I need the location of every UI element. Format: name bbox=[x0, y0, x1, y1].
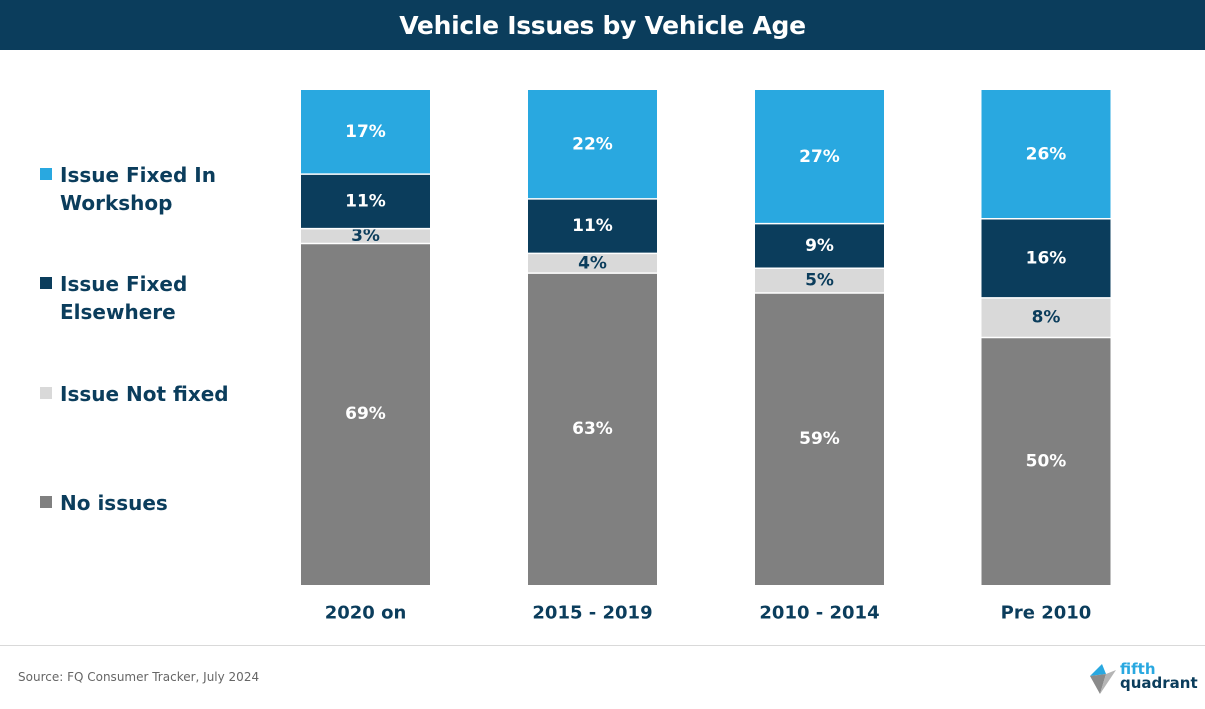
value-label-issue-fixed-in-workshop-2015-2019: 22% bbox=[572, 134, 613, 154]
legend-item-fixed-elsewhere: Issue Fixed Elsewhere bbox=[40, 270, 230, 326]
footer-divider bbox=[0, 645, 1205, 646]
legend-item-no-issues: No issues bbox=[40, 489, 230, 517]
bar-no-issues-2010-2014 bbox=[755, 292, 884, 585]
bar-issue-not-fixed-pre-2010 bbox=[981, 297, 1111, 338]
category-label-pre-2010: Pre 2010 bbox=[1001, 603, 1092, 624]
bar-issue-fixed-in-workshop-2015-2019 bbox=[528, 90, 657, 199]
bar-issue-fixed-elsewhere-pre-2010 bbox=[981, 218, 1111, 298]
bar-issue-fixed-in-workshop-pre-2010 bbox=[981, 90, 1111, 219]
fifth-quadrant-logo: fifth quadrant bbox=[1088, 662, 1198, 698]
value-label-no-issues-2015-2019: 63% bbox=[572, 419, 613, 439]
value-label-issue-not-fixed-pre-2010: 8% bbox=[1032, 308, 1061, 328]
value-label-issue-fixed-elsewhere-pre-2010: 16% bbox=[1026, 248, 1067, 268]
category-label-2020-on: 2020 on bbox=[325, 603, 407, 624]
value-label-no-issues-2010-2014: 59% bbox=[799, 429, 840, 449]
value-label-issue-not-fixed-2010-2014: 5% bbox=[805, 271, 834, 291]
bar-issue-not-fixed-2010-2014 bbox=[755, 268, 884, 293]
bar-issue-fixed-in-workshop-2020-on bbox=[301, 90, 430, 175]
legend-label-fixed-in-workshop: Issue Fixed In Workshop bbox=[60, 163, 216, 215]
legend-swatch-fixed-in-workshop bbox=[40, 168, 52, 180]
title-bar: Vehicle Issues by Vehicle Age bbox=[0, 0, 1205, 50]
logo-text-quadrant: quadrant bbox=[1120, 674, 1198, 692]
bar-issue-fixed-elsewhere-2015-2019 bbox=[528, 198, 657, 254]
value-label-issue-fixed-elsewhere-2020-on: 11% bbox=[345, 191, 386, 211]
bar-no-issues-2020-on bbox=[301, 243, 430, 585]
value-label-issue-fixed-elsewhere-2015-2019: 11% bbox=[572, 216, 613, 236]
bar-issue-not-fixed-2015-2019 bbox=[528, 253, 657, 274]
bar-issue-fixed-in-workshop-2010-2014 bbox=[755, 90, 884, 224]
value-label-no-issues-2020-on: 69% bbox=[345, 404, 386, 424]
value-label-issue-fixed-in-workshop-2010-2014: 27% bbox=[799, 147, 840, 167]
legend-label-not-fixed: Issue Not fixed bbox=[60, 382, 229, 406]
bar-no-issues-pre-2010 bbox=[981, 337, 1111, 585]
logo-text-fifth: fifth bbox=[1120, 660, 1156, 678]
value-label-no-issues-pre-2010: 50% bbox=[1026, 451, 1067, 471]
legend-item-fixed-in-workshop: Issue Fixed In Workshop bbox=[40, 161, 230, 217]
legend-label-fixed-elsewhere: Issue Fixed Elsewhere bbox=[60, 272, 188, 324]
logo-mark-icon bbox=[1090, 664, 1116, 694]
value-label-issue-not-fixed-2015-2019: 4% bbox=[578, 253, 607, 273]
bar-issue-not-fixed-2020-on bbox=[301, 228, 430, 244]
legend-swatch-no-issues bbox=[40, 496, 52, 508]
bar-no-issues-2015-2019 bbox=[528, 273, 657, 585]
value-label-issue-fixed-in-workshop-2020-on: 17% bbox=[345, 122, 386, 142]
bar-issue-fixed-elsewhere-2010-2014 bbox=[755, 223, 884, 269]
source-note: Source: FQ Consumer Tracker, July 2024 bbox=[18, 670, 260, 684]
legend-item-not-fixed: Issue Not fixed bbox=[40, 380, 260, 408]
value-label-issue-fixed-in-workshop-pre-2010: 26% bbox=[1026, 144, 1067, 164]
stacked-bar-chart: 69% 3% 11% 17% 2020 on 63% 4% 11% 22% 2015 - 2019… bbox=[301, 90, 1111, 624]
category-label-2010-2014: 2010 - 2014 bbox=[759, 603, 879, 624]
legend-swatch-fixed-elsewhere bbox=[40, 277, 52, 289]
legend-swatch-not-fixed bbox=[40, 387, 52, 399]
bar-issue-fixed-elsewhere-2020-on bbox=[301, 174, 430, 229]
category-label-2015-2019: 2015 - 2019 bbox=[532, 603, 652, 624]
legend-label-no-issues: No issues bbox=[60, 491, 168, 515]
chart-title: Vehicle Issues by Vehicle Age bbox=[399, 10, 806, 40]
value-label-issue-not-fixed-2020-on: 3% bbox=[351, 226, 380, 246]
value-label-issue-fixed-elsewhere-2010-2014: 9% bbox=[805, 236, 834, 256]
